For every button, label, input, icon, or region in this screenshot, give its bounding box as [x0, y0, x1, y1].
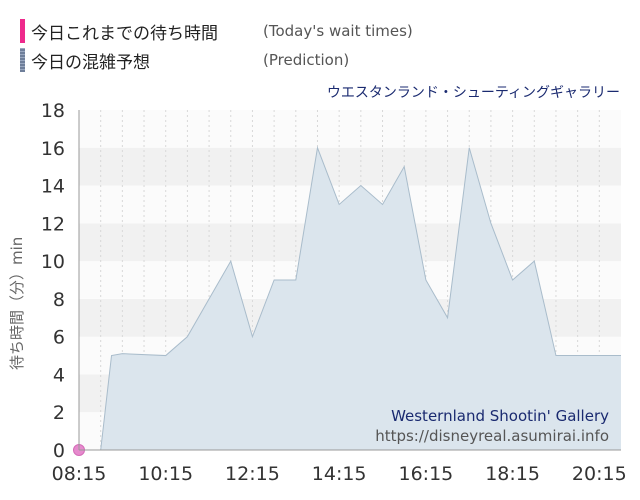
- x-tick-label: 16:15: [398, 463, 453, 485]
- x-tick-label: 14:15: [312, 463, 367, 485]
- x-tick-label: 08:15: [52, 463, 107, 485]
- legend-prediction-swatch: [20, 48, 25, 72]
- x-tick-label: 20:15: [572, 463, 627, 485]
- y-axis-label: 待ち時間（分）min: [8, 237, 26, 370]
- legend-today-sublabel: (Today's wait times): [263, 22, 413, 40]
- y-tick-label: 6: [53, 327, 65, 349]
- watermark-title: Westernland Shootin' Gallery: [391, 407, 609, 425]
- x-tick-label: 18:15: [485, 463, 540, 485]
- y-tick-label: 8: [53, 289, 65, 311]
- legend-prediction: 今日の混雑予想 (Prediction): [20, 47, 349, 73]
- prediction-area-layer: [79, 145, 621, 451]
- watermark-url: https://disneyreal.asumirai.info: [375, 427, 609, 445]
- y-tick-label: 0: [53, 440, 65, 462]
- plot-band: [79, 147, 621, 186]
- legend-today-label: 今日これまでの待ち時間: [31, 23, 218, 44]
- prediction-area: [79, 147, 621, 450]
- x-tick-label: 12:15: [225, 463, 280, 485]
- y-axis: 0 2 4 6 8 10 12 14 16 18: [41, 100, 80, 462]
- legend-prediction-label: 今日の混雑予想: [31, 52, 150, 73]
- prediction-line: [79, 145, 621, 451]
- y-tick-label: 10: [41, 251, 65, 273]
- x-axis: 08:15 10:15 12:15 14:15 16:15 18:15 20:15: [52, 449, 627, 485]
- y-tick-label: 18: [41, 100, 65, 122]
- legend-prediction-sublabel: (Prediction): [263, 51, 350, 69]
- plot-band: [79, 110, 621, 148]
- y-tick-label: 16: [41, 138, 65, 160]
- y-tick-label: 2: [53, 402, 65, 424]
- y-tick-label: 4: [53, 364, 65, 386]
- x-tick-label: 10:15: [138, 463, 193, 485]
- y-tick-label: 14: [41, 176, 65, 198]
- legend-today-swatch: [20, 19, 25, 43]
- legend-today: 今日これまでの待ち時間 (Today's wait times): [20, 18, 413, 44]
- attraction-name: ウエスタンランド・シューティングギャラリー: [327, 85, 620, 101]
- y-tick-label: 12: [41, 213, 65, 235]
